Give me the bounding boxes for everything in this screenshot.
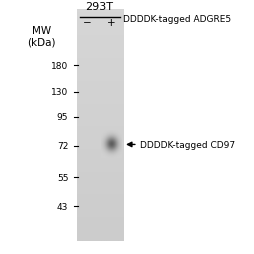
Text: +: + [106,18,115,28]
Text: 293T: 293T [85,2,113,12]
Text: 95: 95 [57,113,68,122]
Text: (kDa): (kDa) [27,37,55,47]
Text: 130: 130 [51,88,68,97]
Text: DDDDK-tagged CD97: DDDDK-tagged CD97 [140,140,234,149]
Text: 55: 55 [57,173,68,182]
Text: 72: 72 [57,142,68,151]
Text: 180: 180 [51,61,68,70]
Text: −: − [83,18,91,28]
Text: DDDDK-tagged ADGRE5: DDDDK-tagged ADGRE5 [123,15,230,24]
Text: MW: MW [32,26,51,36]
Text: 43: 43 [57,202,68,211]
